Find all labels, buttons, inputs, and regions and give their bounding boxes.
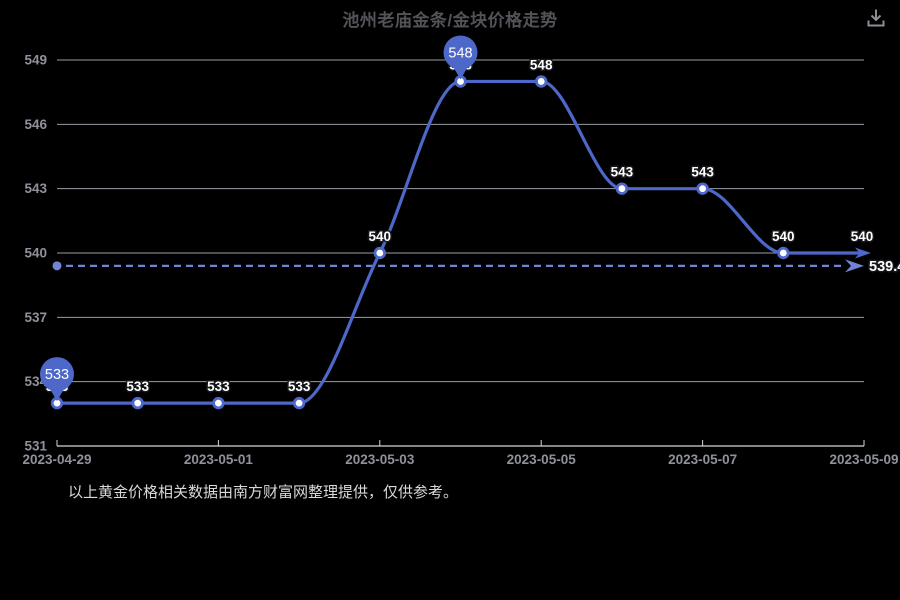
download-button[interactable] <box>862 4 890 32</box>
point-label: 540 <box>369 229 392 244</box>
point-label: 548 <box>530 57 553 72</box>
data-point <box>777 246 790 260</box>
min-pin-label: 533 <box>45 367 69 383</box>
y-axis-label: 546 <box>24 117 47 132</box>
source-note: 以上黄金价格相关数据由南方财富网整理提供，仅供参考。 <box>68 484 459 501</box>
data-point <box>373 246 387 260</box>
average-line-arrow <box>845 259 864 273</box>
x-axis-label: 2023-05-09 <box>829 452 898 467</box>
min-pin <box>40 357 74 392</box>
average-line-start-dot <box>52 261 62 271</box>
data-point <box>615 182 629 195</box>
x-axis-label: 2023-05-03 <box>345 452 415 467</box>
download-icon <box>867 9 885 27</box>
x-axis-label: 2023-04-29 <box>22 452 91 467</box>
data-point <box>292 396 306 410</box>
series-end-arrow <box>855 247 871 259</box>
point-label: 543 <box>691 165 714 180</box>
chart-title: 池州老庙金条/金块价格走势 <box>342 11 558 30</box>
average-line-label: 539.4 <box>869 259 900 275</box>
x-axis-label: 2023-05-05 <box>507 452 577 467</box>
point-label: 540 <box>772 229 795 244</box>
point-label: 533 <box>207 379 230 394</box>
max-pin <box>453 66 468 80</box>
point-label: 543 <box>611 165 634 180</box>
point-label: 533 <box>288 379 311 394</box>
x-axis-label: 2023-05-01 <box>184 452 254 467</box>
data-point <box>212 396 225 410</box>
data-point <box>696 182 709 195</box>
y-axis-label: 543 <box>24 181 47 196</box>
x-axis-label: 2023-05-07 <box>668 452 737 467</box>
point-label: 533 <box>126 379 149 394</box>
price-series-line <box>56 79 864 405</box>
data-point <box>131 396 144 410</box>
min-pin <box>49 388 65 402</box>
max-pin-label: 548 <box>448 45 472 61</box>
y-axis-label: 549 <box>24 53 47 68</box>
y-axis-label: 531 <box>24 439 47 454</box>
y-axis-label: 537 <box>24 310 47 325</box>
data-point <box>535 75 548 88</box>
point-label: 540 <box>851 229 874 244</box>
max-pin <box>443 35 478 70</box>
y-axis-label: 540 <box>24 246 47 261</box>
